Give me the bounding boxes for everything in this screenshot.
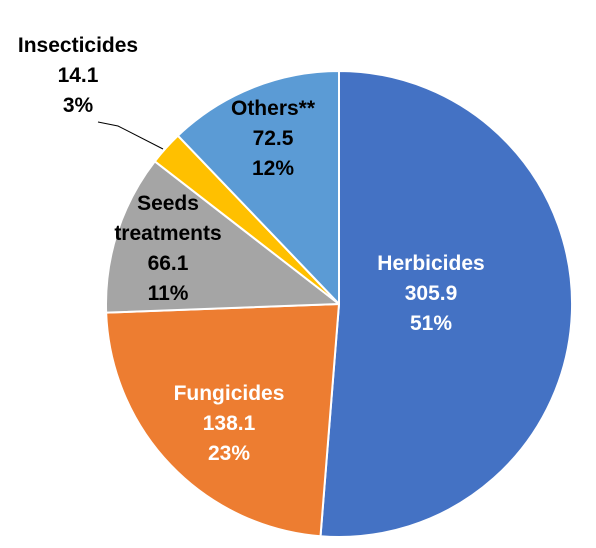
label-name-seeds-treatments: Seeds <box>137 192 199 215</box>
pie-slices <box>105 70 574 538</box>
label-name-insecticides: Insecticides <box>18 34 138 57</box>
label-name-seeds-treatments: treatments <box>114 222 221 245</box>
slice-label-insecticides: Insecticides 14.1 3% <box>18 34 138 117</box>
pie-labels: Herbicides 305.9 51% Fungicides 138.1 23% Seed… <box>18 34 485 465</box>
label-percent-fungicides: 23% <box>208 442 250 465</box>
slice-label-herbicides: Herbicides 305.9 51% <box>377 252 484 335</box>
leader-line-insecticides <box>97 121 164 150</box>
slice-label-others: Others** 72.5 12% <box>231 97 316 180</box>
pie-slice-others <box>176 70 340 305</box>
label-percent-herbicides: 51% <box>410 312 452 335</box>
label-name-fungicides: Fungicides <box>174 382 285 405</box>
label-value-fungicides: 138.1 <box>203 412 256 435</box>
label-value-others: 72.5 <box>253 127 294 150</box>
slice-label-fungicides: Fungicides 138.1 23% <box>174 382 285 465</box>
pie-slice-herbicides <box>319 70 574 538</box>
label-percent-insecticides: 3% <box>63 94 94 117</box>
label-value-herbicides: 305.9 <box>405 282 458 305</box>
slice-label-seeds-treatments: Seeds treatments 66.1 11% <box>114 192 221 305</box>
label-value-seeds-treatments: 66.1 <box>148 252 189 275</box>
label-name-others: Others** <box>231 97 316 120</box>
label-name-herbicides: Herbicides <box>377 252 484 275</box>
label-percent-seeds-treatments: 11% <box>148 282 189 305</box>
label-percent-others: 12% <box>252 157 294 180</box>
pie-slice-fungicides <box>105 303 340 538</box>
pie-slice-seeds-treatments <box>105 160 340 314</box>
label-value-insecticides: 14.1 <box>58 64 99 87</box>
